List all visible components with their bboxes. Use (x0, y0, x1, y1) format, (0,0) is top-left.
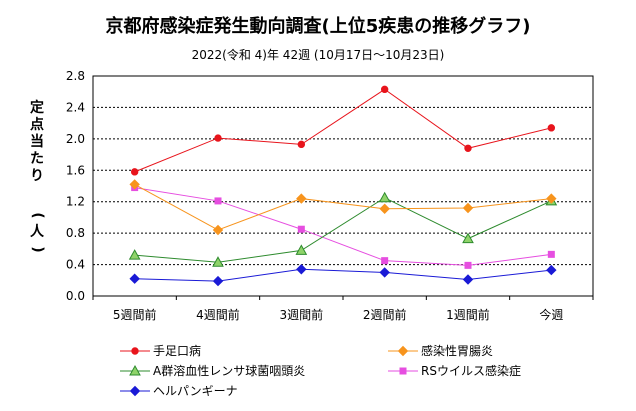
data-point (214, 134, 222, 142)
data-point (296, 264, 307, 275)
series-line (134, 197, 552, 263)
legend-label: ヘルパンギーナ (153, 384, 238, 398)
x-tick-label: 2週間前 (363, 307, 407, 322)
y-tick-label: 2.8 (66, 69, 85, 83)
series-line (134, 268, 552, 282)
y-tick-label: 2.4 (66, 100, 85, 114)
data-point (462, 274, 474, 285)
data-point (379, 203, 390, 214)
x-tick-label: 3週間前 (280, 307, 324, 322)
data-point (546, 264, 557, 276)
data-point (128, 249, 141, 260)
y-tick-label: 0.4 (66, 258, 85, 272)
legend-marker (129, 364, 141, 376)
legend-marker (399, 367, 407, 375)
legend-marker (397, 345, 409, 357)
legend-label: RSウイルス感染症 (421, 363, 521, 378)
legend-label: 感染性胃腸炎 (421, 343, 493, 358)
legend-marker (131, 347, 139, 355)
data-point (547, 250, 555, 258)
y-tick-label: 0.0 (66, 289, 85, 303)
data-point (214, 197, 222, 205)
data-point (297, 225, 305, 233)
data-point (381, 257, 389, 265)
y-axis-label: 定点当たり(人) (29, 100, 46, 253)
data-point (212, 224, 224, 236)
data-point (295, 244, 308, 255)
y-tick-label: 1.6 (66, 163, 85, 177)
data-point (130, 168, 139, 176)
y-tick-label: 2.0 (66, 132, 85, 146)
legend-label: A群溶血性レンサ球菌咽頭炎 (153, 363, 305, 378)
y-tick-label: 0.8 (66, 226, 85, 240)
x-tick-label: 5週間前 (113, 307, 157, 322)
data-point (462, 232, 474, 244)
x-tick-label: 1週間前 (446, 307, 490, 322)
data-point (462, 202, 474, 214)
data-point (297, 140, 306, 149)
data-point (546, 193, 557, 204)
chart-title: 京都府感染症発生動向調査(上位5疾患の推移グラフ) (105, 16, 531, 37)
series-line (134, 187, 552, 266)
y-tick-label: 1.2 (66, 195, 85, 209)
series-line (134, 183, 552, 231)
data-point (212, 256, 224, 267)
data-point (378, 191, 391, 203)
data-point (212, 275, 224, 287)
series-line (134, 88, 552, 173)
data-point (464, 144, 472, 152)
data-point (464, 261, 472, 269)
x-tick-label: 今週 (539, 307, 563, 322)
x-tick-label: 4週間前 (196, 307, 240, 322)
chart-subtitle: 2022(令和 4)年 42週 (10月17日～10月23日) (191, 48, 445, 62)
data-point (380, 85, 389, 94)
data-point (296, 193, 307, 204)
data-point (129, 273, 140, 284)
legend-label: 手足口病 (153, 343, 201, 358)
data-point (379, 267, 390, 278)
data-point (547, 124, 556, 132)
plot-area (92, 75, 594, 297)
data-point (129, 179, 140, 190)
legend-marker (129, 385, 141, 397)
